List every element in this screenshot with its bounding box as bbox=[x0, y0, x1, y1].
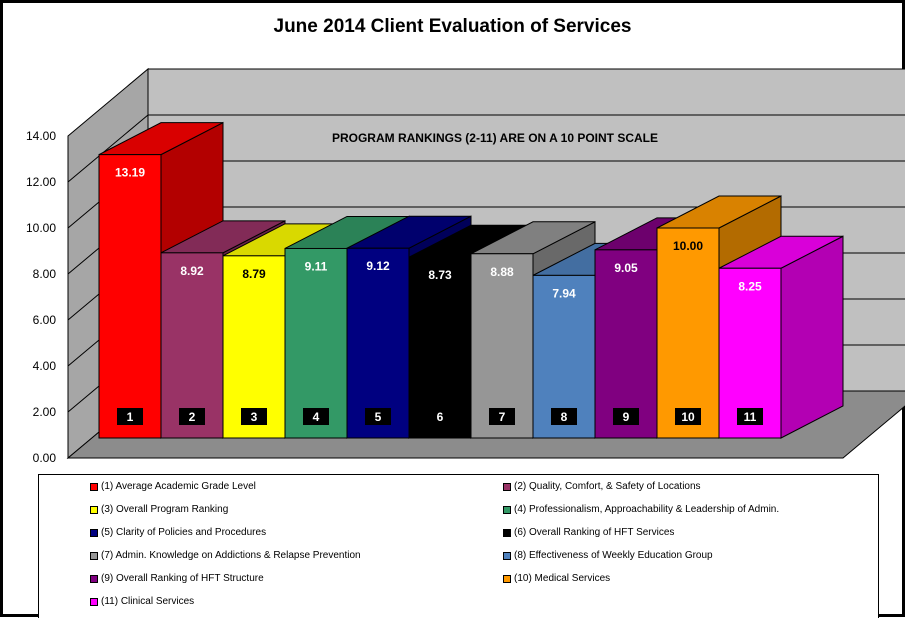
category-badge bbox=[117, 408, 143, 425]
data-label: 10.00 bbox=[673, 239, 703, 253]
category-label: 10 bbox=[681, 410, 695, 424]
legend-swatch bbox=[90, 574, 98, 583]
legend-entry: (11) Clinical Services bbox=[90, 596, 194, 607]
category-label: 2 bbox=[189, 410, 196, 424]
y-tick-label: 6.00 bbox=[33, 313, 57, 327]
data-label: 13.19 bbox=[115, 166, 145, 180]
legend-label: (1) Average Academic Grade Level bbox=[101, 481, 256, 492]
legend-label: (6) Overall Ranking of HFT Services bbox=[514, 527, 675, 538]
legend-label: (11) Clinical Services bbox=[101, 596, 195, 607]
legend-swatch bbox=[90, 482, 98, 491]
legend-entry: (3) Overall Program Ranking bbox=[90, 504, 228, 515]
legend-label: (5) Clarity of Policies and Procedures bbox=[101, 527, 267, 538]
y-tick-label: 12.00 bbox=[26, 175, 56, 189]
y-tick-label: 8.00 bbox=[33, 267, 57, 281]
legend-swatch bbox=[90, 505, 98, 514]
data-label: 8.73 bbox=[428, 268, 452, 282]
bar-front-face bbox=[98, 154, 162, 439]
legend-label: (7) Admin. Knowledge on Addictions & Rel… bbox=[101, 550, 361, 561]
legend-swatch bbox=[503, 482, 511, 491]
legend-swatch bbox=[90, 551, 98, 560]
legend-label: (8) Effectiveness of Weekly Education Gr… bbox=[514, 550, 713, 561]
legend-entry: (5) Clarity of Policies and Procedures bbox=[90, 527, 266, 538]
data-label: 8.25 bbox=[738, 279, 762, 293]
category-badge bbox=[365, 408, 391, 425]
category-label: 9 bbox=[623, 410, 630, 424]
legend-swatch bbox=[503, 505, 511, 514]
legend-entry: (7) Admin. Knowledge on Addictions & Rel… bbox=[90, 550, 361, 561]
category-badge bbox=[675, 408, 701, 425]
bar-front-face bbox=[594, 249, 658, 439]
legend-label: (2) Quality, Comfort, & Safety of Locati… bbox=[514, 481, 701, 492]
gridline bbox=[67, 114, 905, 183]
category-badge bbox=[179, 408, 205, 425]
category-label: 6 bbox=[437, 410, 444, 424]
data-label: 8.79 bbox=[242, 267, 266, 281]
data-label: 8.88 bbox=[490, 265, 514, 279]
bar-front-face bbox=[284, 247, 348, 439]
chart-title: June 2014 Client Evaluation of Services bbox=[273, 16, 632, 37]
legend-entry: (2) Quality, Comfort, & Safety of Locati… bbox=[503, 481, 701, 492]
bar-side-face bbox=[780, 235, 844, 439]
category-badge bbox=[241, 408, 267, 425]
category-label: 5 bbox=[375, 410, 382, 424]
bar-11: 8.25 11 bbox=[718, 235, 844, 439]
bar-front-face bbox=[160, 252, 224, 439]
y-axis-tick-labels: 0.00 2.00 4.00 6.00 8.00 10.00 12.00 14.00 bbox=[26, 129, 56, 465]
legend-entry: (4) Professionalism, Approachability & L… bbox=[503, 504, 779, 515]
category-label: 11 bbox=[744, 410, 757, 424]
bar-front-face bbox=[346, 247, 410, 439]
bar-chart: PROGRAM RANKINGS (2-11) ARE ON A 10 POIN… bbox=[26, 67, 905, 465]
legend-swatch bbox=[503, 574, 511, 583]
bar-front-face bbox=[470, 253, 534, 439]
category-badge bbox=[489, 408, 515, 425]
legend-label: (4) Professionalism, Approachability & L… bbox=[514, 504, 780, 515]
legend-entry: (1) Average Academic Grade Level bbox=[90, 481, 256, 492]
data-label: 7.94 bbox=[552, 286, 576, 300]
legend-swatch bbox=[503, 551, 511, 560]
category-label: 3 bbox=[251, 410, 258, 424]
category-label: 4 bbox=[313, 410, 320, 424]
y-tick-label: 0.00 bbox=[33, 451, 57, 465]
legend-swatch bbox=[90, 528, 98, 537]
legend-label: (9) Overall Ranking of HFT Structure bbox=[101, 573, 264, 584]
bars: 13.19 1 8.92 2 8.79 3 9.11 4 9.12 5 8.73 6 8.88 7 7.94… bbox=[98, 121, 844, 439]
legend-entry: (6) Overall Ranking of HFT Services bbox=[503, 527, 674, 538]
data-label: 9.11 bbox=[305, 259, 328, 273]
category-label: 7 bbox=[499, 410, 506, 424]
legend-entry: (10) Medical Services bbox=[503, 573, 610, 584]
y-tick-label: 14.00 bbox=[26, 129, 56, 143]
scale-annotation: PROGRAM RANKINGS (2-11) ARE ON A 10 POIN… bbox=[332, 131, 658, 145]
legend-entry: (8) Effectiveness of Weekly Education Gr… bbox=[503, 550, 713, 561]
category-badge bbox=[303, 408, 329, 425]
legend-entry: (9) Overall Ranking of HFT Structure bbox=[90, 573, 264, 584]
data-label: 9.12 bbox=[366, 259, 390, 273]
category-label: 8 bbox=[561, 410, 568, 424]
y-tick-label: 4.00 bbox=[33, 359, 57, 373]
legend-label: (3) Overall Program Ranking bbox=[101, 504, 229, 515]
bar-front-face bbox=[408, 256, 472, 439]
category-badge bbox=[737, 408, 763, 425]
bar-front-face bbox=[656, 227, 720, 439]
legend-swatch bbox=[503, 528, 511, 537]
bar-front-face bbox=[222, 255, 286, 439]
legend-label: (10) Medical Services bbox=[514, 573, 611, 584]
category-label: 1 bbox=[127, 410, 134, 424]
legend: (1) Average Academic Grade Level (2) Qual… bbox=[38, 474, 879, 618]
data-label: 9.05 bbox=[614, 261, 638, 275]
legend-swatch bbox=[90, 597, 98, 606]
y-tick-label: 10.00 bbox=[26, 221, 56, 235]
y-tick-label: 2.00 bbox=[33, 405, 57, 419]
data-label: 8.92 bbox=[180, 264, 204, 278]
category-badge bbox=[551, 408, 577, 425]
category-badge bbox=[427, 408, 453, 425]
category-badge bbox=[613, 408, 639, 425]
